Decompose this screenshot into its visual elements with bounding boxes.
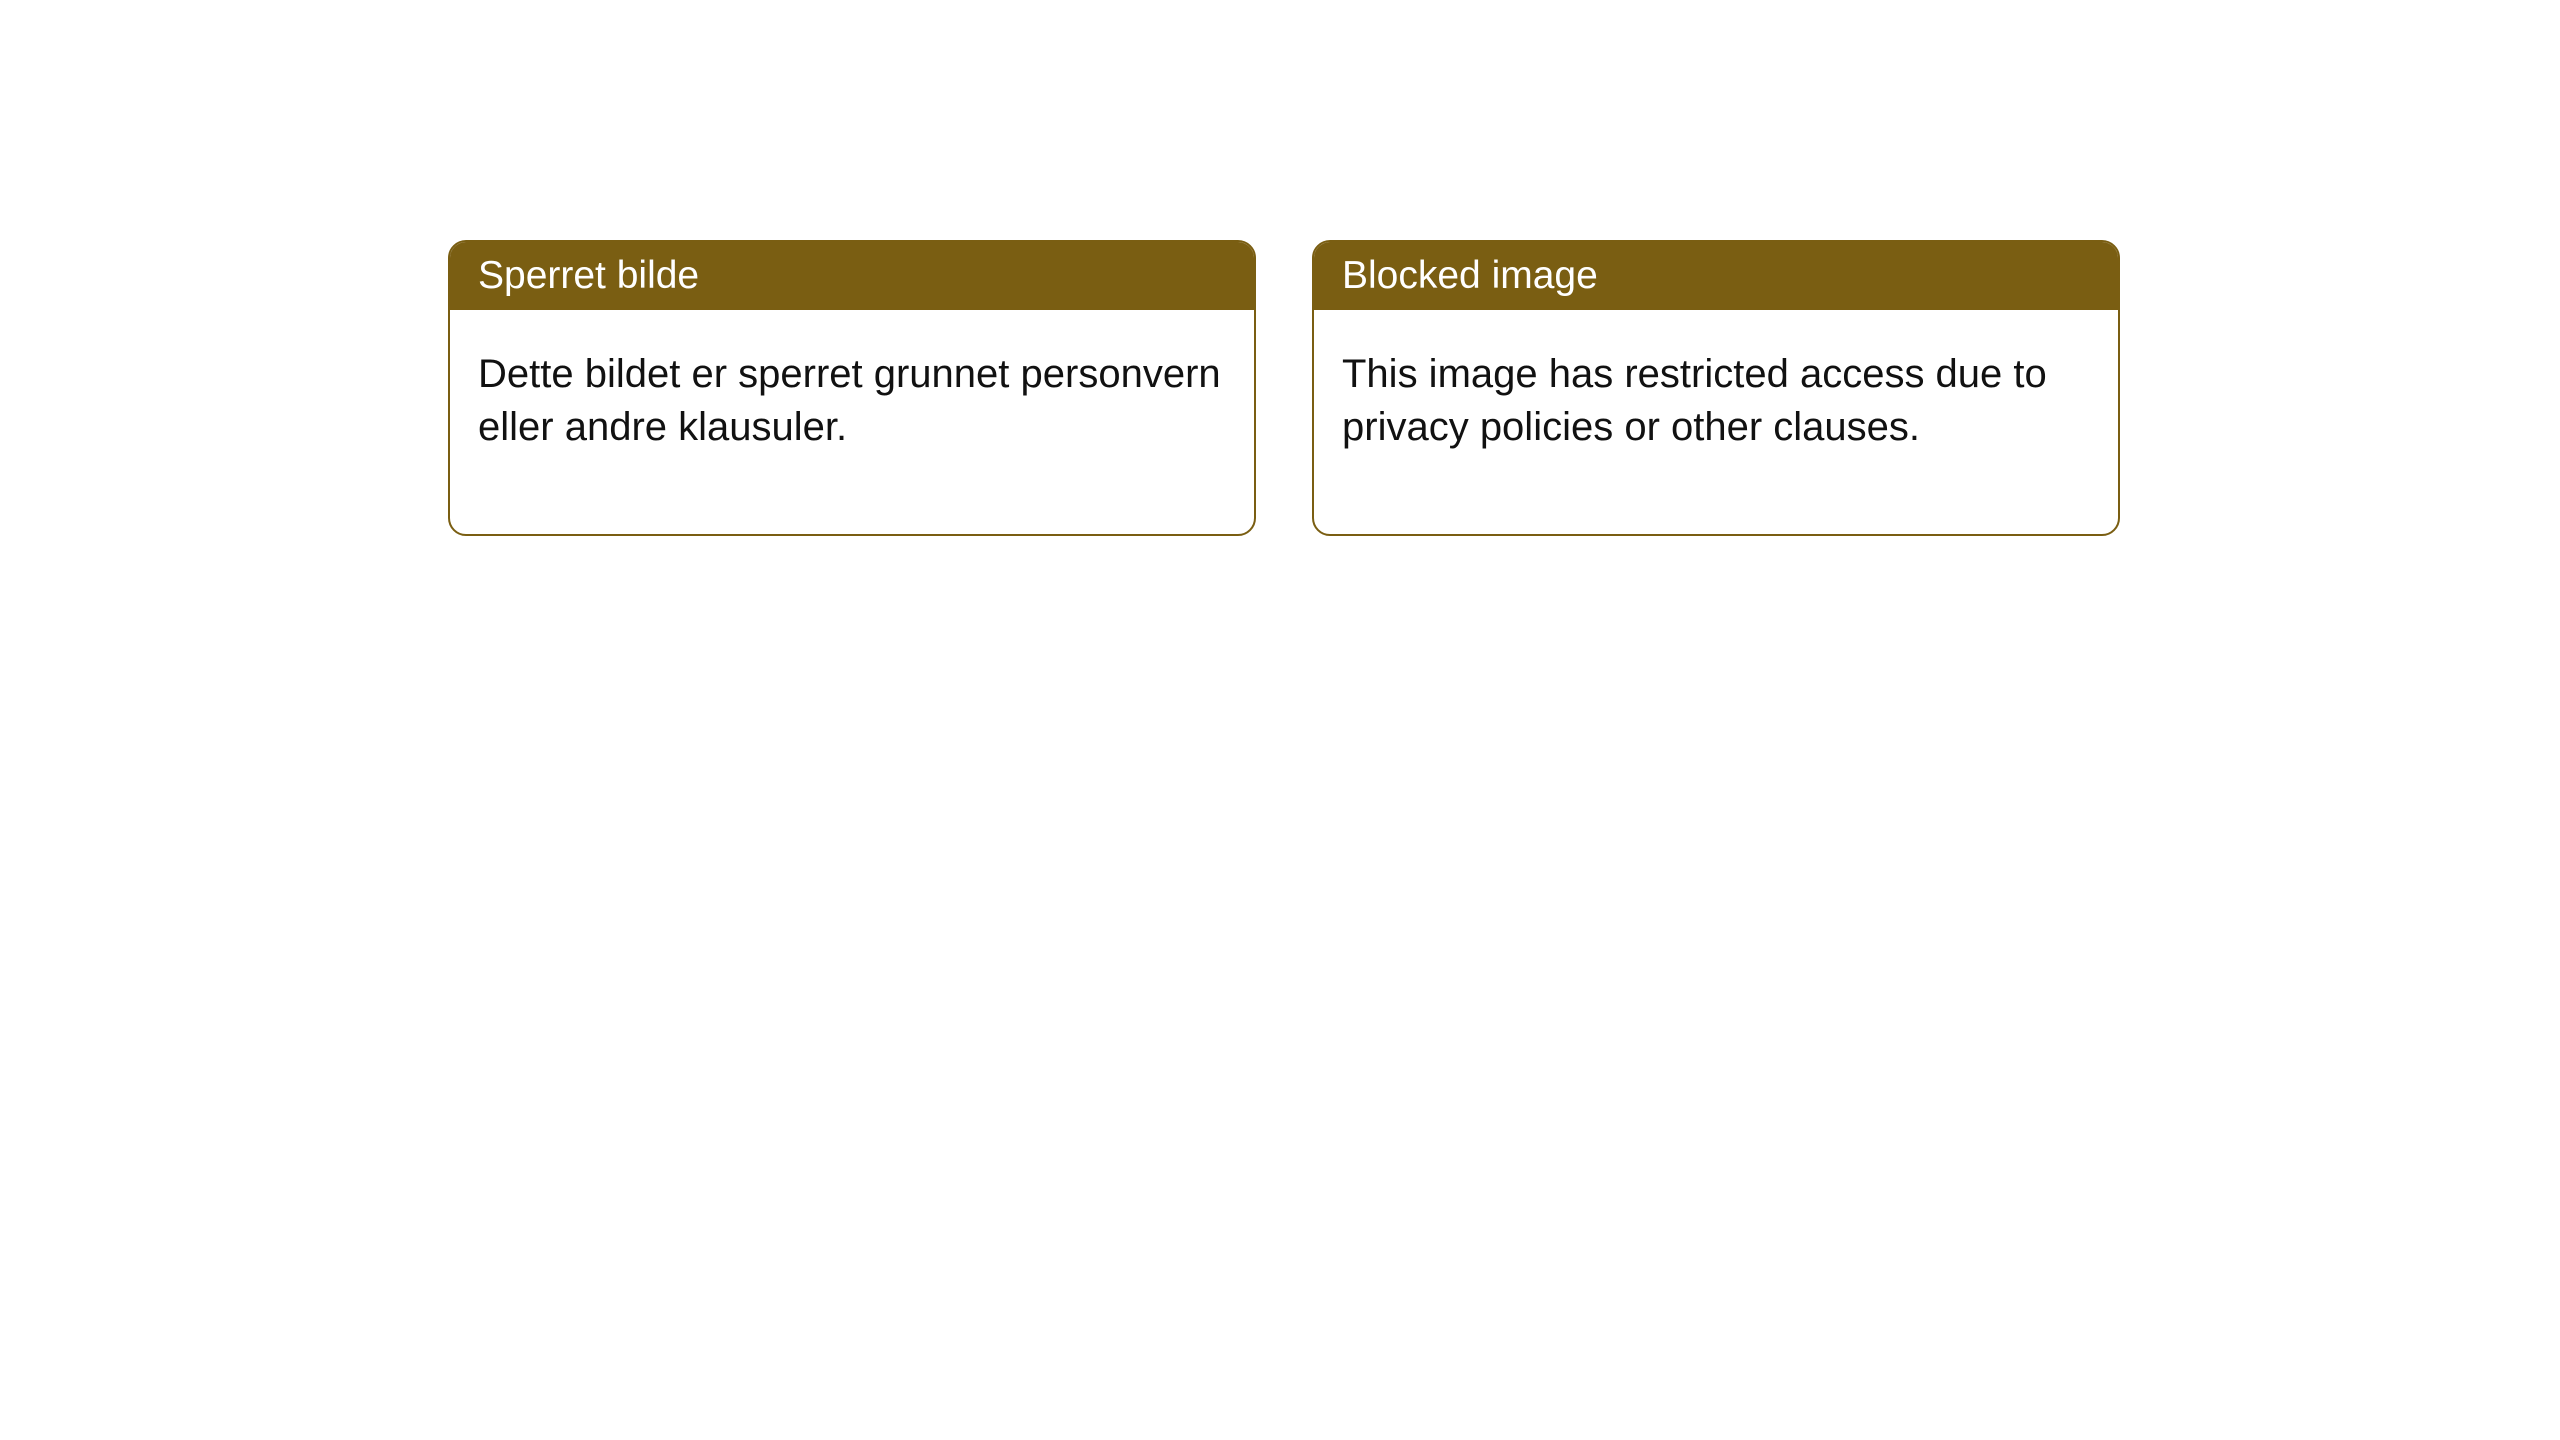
notice-body: Dette bildet er sperret grunnet personve… (450, 310, 1254, 534)
notice-container: Sperret bilde Dette bildet er sperret gr… (0, 0, 2560, 536)
notice-body: This image has restricted access due to … (1314, 310, 2118, 534)
notice-card-english: Blocked image This image has restricted … (1312, 240, 2120, 536)
notice-header: Sperret bilde (450, 242, 1254, 310)
notice-header: Blocked image (1314, 242, 2118, 310)
notice-card-norwegian: Sperret bilde Dette bildet er sperret gr… (448, 240, 1256, 536)
